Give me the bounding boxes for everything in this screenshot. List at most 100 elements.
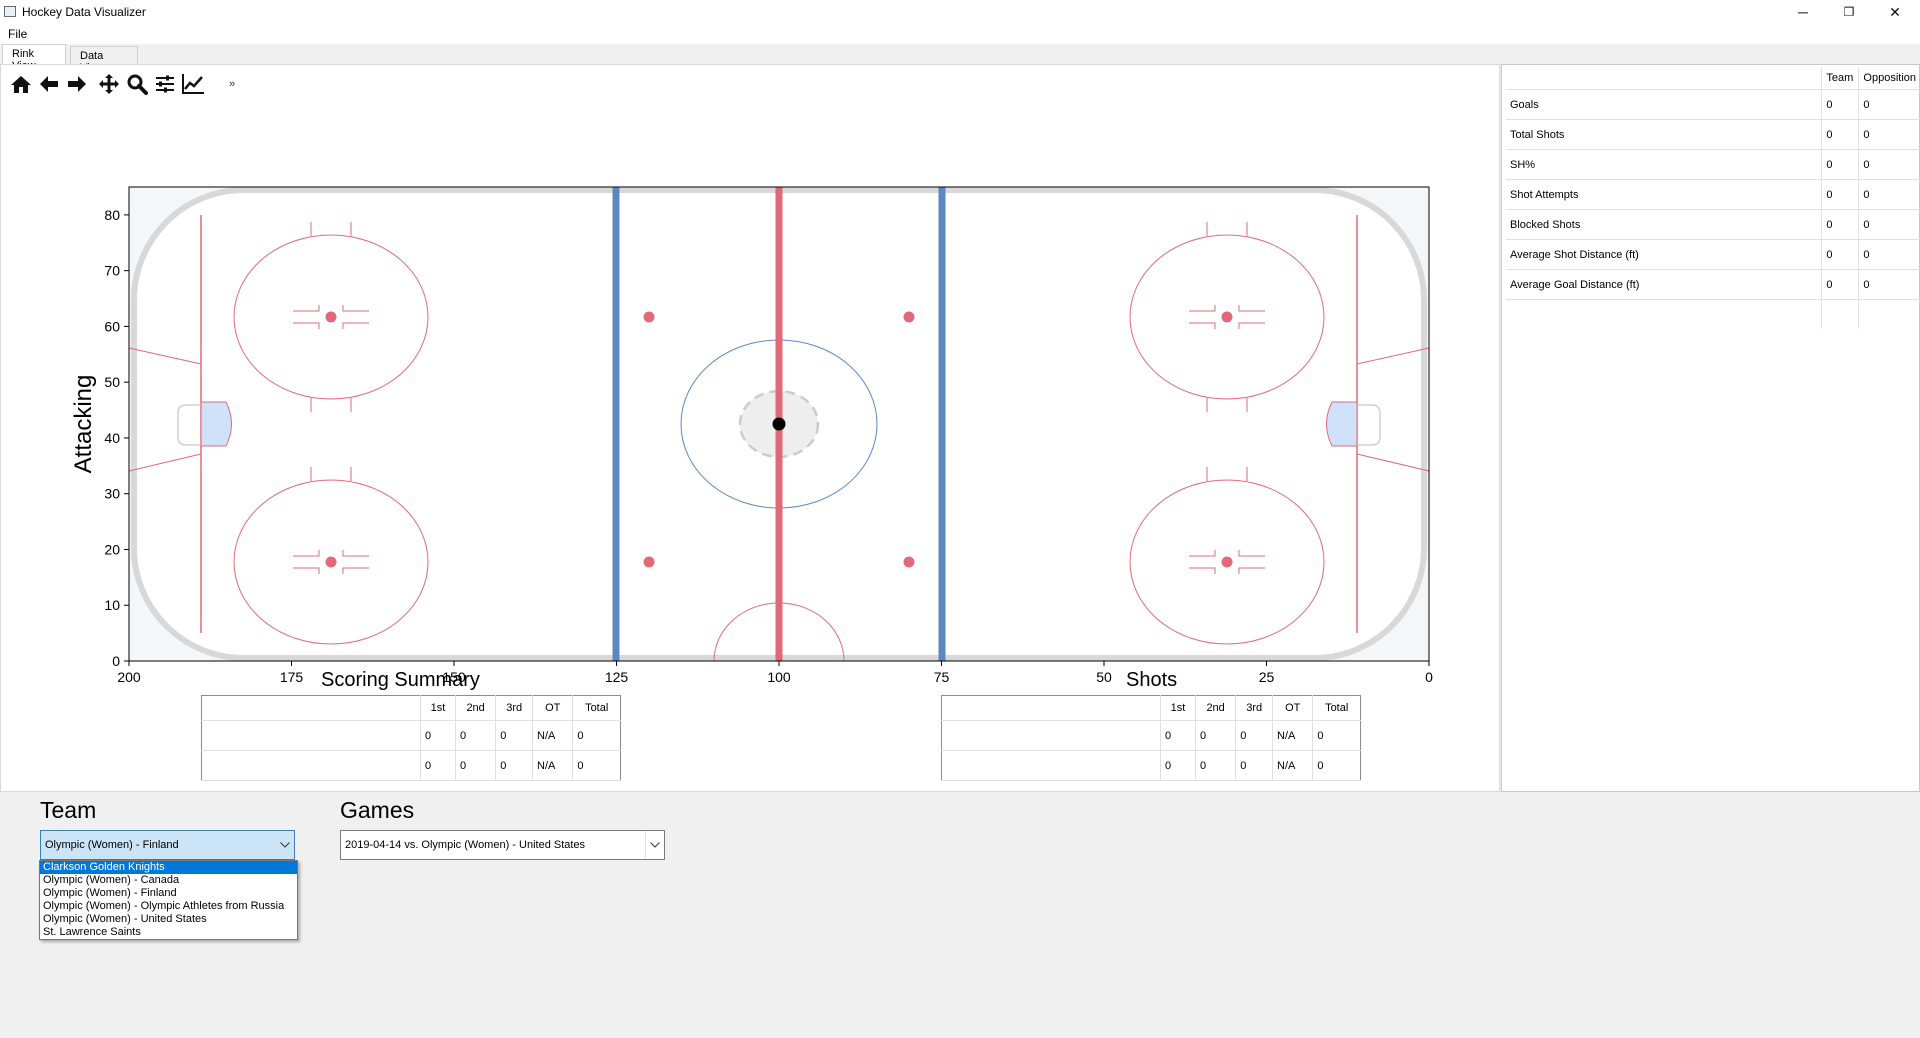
y-tick-label: 0 bbox=[112, 653, 120, 669]
configure-subplots-icon[interactable] bbox=[151, 71, 179, 97]
maximize-button[interactable]: ❐ bbox=[1843, 5, 1855, 19]
left-goal-net bbox=[177, 404, 201, 446]
summary-header-cell: 3rd bbox=[1235, 695, 1273, 721]
stats-team-value: 0 bbox=[1821, 89, 1859, 120]
summary-cell: 0 bbox=[1160, 720, 1196, 751]
summary-header-cell bbox=[941, 695, 1161, 721]
stats-team-value: 0 bbox=[1821, 209, 1859, 240]
summary-cell bbox=[941, 720, 1161, 751]
summary-header-row: 1st 2nd 3rd OT Total bbox=[941, 695, 1361, 721]
close-button[interactable]: ✕ bbox=[1889, 3, 1901, 20]
x-axis: 200 175 150 125 100 75 50 25 0 bbox=[117, 661, 1433, 685]
summary-cell: 0 bbox=[1312, 720, 1361, 751]
stats-row: Average Shot Distance (ft) 0 0 bbox=[1506, 239, 1920, 270]
toolbar-overflow-button[interactable]: » bbox=[229, 78, 236, 90]
faceoff-circle-bottom-left bbox=[233, 467, 429, 645]
zoom-icon[interactable] bbox=[123, 71, 151, 97]
x-tick-label: 75 bbox=[934, 669, 950, 685]
team-dropdown-list[interactable]: Clarkson Golden Knights Olympic (Women) -… bbox=[39, 860, 298, 940]
games-label: Games bbox=[340, 797, 415, 823]
y-tick-label: 40 bbox=[104, 430, 120, 446]
stats-row: Shot Attempts 0 0 bbox=[1506, 179, 1920, 210]
summary-header-cell: 3rd bbox=[495, 695, 533, 721]
rink-view-pane: » bbox=[0, 64, 1500, 792]
summary-cell: 0 bbox=[1194, 750, 1236, 781]
y-tick-label: 60 bbox=[104, 318, 120, 334]
stats-row: Goals 0 0 bbox=[1506, 89, 1920, 120]
left-trapezoid bbox=[128, 347, 202, 472]
summary-header-cell: OT bbox=[1272, 695, 1313, 721]
y-axis: 0 10 20 30 40 50 60 70 80 bbox=[104, 207, 129, 669]
summary-header-cell: 1st bbox=[420, 695, 456, 721]
faceoff-circle-top-left bbox=[233, 222, 429, 412]
pan-icon[interactable] bbox=[95, 71, 123, 97]
y-tick-label: 10 bbox=[104, 597, 120, 613]
summary-cell: N/A bbox=[532, 720, 573, 751]
team-option[interactable]: St. Lawrence Saints bbox=[43, 926, 141, 938]
edit-axis-icon[interactable] bbox=[179, 71, 207, 97]
stats-team-value: 0 bbox=[1821, 239, 1859, 270]
scoring-summary-title: Scoring Summary bbox=[321, 669, 480, 691]
plot-toolbar: » bbox=[7, 71, 235, 97]
stats-opposition-value: 0 bbox=[1858, 239, 1920, 270]
summary-row: 0 0 0 N/A 0 bbox=[201, 750, 621, 781]
stats-header-cell: Team bbox=[1821, 67, 1859, 90]
team-option[interactable]: Olympic (Women) - Finland bbox=[43, 887, 177, 899]
stats-opposition-value: 0 bbox=[1858, 149, 1920, 180]
faceoff-circle-bottom-right bbox=[1129, 467, 1325, 645]
summary-header-cell: OT bbox=[532, 695, 573, 721]
x-tick-label: 25 bbox=[1259, 669, 1275, 685]
team-select-value: Olympic (Women) - Finland bbox=[45, 839, 179, 851]
tab-data-view[interactable]: Data View bbox=[70, 46, 138, 74]
right-goal-net bbox=[1357, 404, 1381, 446]
stats-header-row: Team Opposition bbox=[1506, 67, 1920, 90]
forward-arrow-icon[interactable] bbox=[63, 71, 91, 97]
team-select[interactable]: Olympic (Women) - Finland bbox=[40, 830, 295, 860]
team-option[interactable]: Olympic (Women) - United States bbox=[43, 913, 207, 925]
games-select-value: 2019-04-14 vs. Olympic (Women) - United … bbox=[345, 839, 586, 851]
team-option[interactable]: Olympic (Women) - Canada bbox=[43, 874, 180, 886]
scoring-summary-table: 1st 2nd 3rd OT Total 0 0 0 N/A 0 0 0 0 N/A 0 bbox=[201, 695, 621, 781]
stats-team-value: 0 bbox=[1821, 269, 1859, 300]
center-faceoff-dot bbox=[772, 417, 786, 431]
neutral-faceoff-dot bbox=[643, 311, 655, 323]
x-tick-label: 125 bbox=[605, 669, 629, 685]
home-icon[interactable] bbox=[7, 71, 35, 97]
stats-table: Team Opposition Goals 0 0 Total Shots 0 0 SH% 0 0 S… bbox=[1506, 67, 1920, 329]
stats-opposition-value: 0 bbox=[1858, 89, 1920, 120]
stats-team-value: 0 bbox=[1821, 179, 1859, 210]
stats-row-label: Shot Attempts bbox=[1506, 179, 1822, 210]
right-trapezoid bbox=[1356, 347, 1430, 472]
left-goal-crease bbox=[200, 401, 232, 447]
games-select[interactable]: 2019-04-14 vs. Olympic (Women) - United … bbox=[340, 830, 665, 860]
tab-rink-view[interactable]: Rink View bbox=[2, 44, 66, 72]
summary-cell bbox=[941, 750, 1161, 781]
summary-cell: N/A bbox=[532, 750, 573, 781]
back-arrow-icon[interactable] bbox=[35, 71, 63, 97]
chevron-down-icon[interactable] bbox=[645, 831, 664, 859]
stats-row-label: Average Shot Distance (ft) bbox=[1506, 239, 1822, 270]
summary-cell: 0 bbox=[1194, 720, 1236, 751]
team-option[interactable]: Clarkson Golden Knights bbox=[40, 861, 297, 874]
chevron-down-icon[interactable] bbox=[276, 831, 294, 859]
title-bar: Hockey Data Visualizer ─ ❐ ✕ bbox=[0, 0, 1920, 24]
minimize-button[interactable]: ─ bbox=[1798, 4, 1808, 20]
summary-header-cell bbox=[201, 695, 421, 721]
summary-cell: N/A bbox=[1272, 750, 1313, 781]
team-option[interactable]: Olympic (Women) - Olympic Athletes from … bbox=[43, 900, 285, 912]
summary-header-cell: 1st bbox=[1160, 695, 1196, 721]
summary-cell: N/A bbox=[1272, 720, 1313, 751]
summary-cell bbox=[201, 720, 421, 751]
stats-row-label: SH% bbox=[1506, 149, 1822, 180]
file-menu[interactable]: File bbox=[8, 27, 28, 41]
summary-header-row: 1st 2nd 3rd OT Total bbox=[201, 695, 621, 721]
summary-cell: 0 bbox=[495, 750, 533, 781]
window-title: Hockey Data Visualizer bbox=[22, 5, 146, 19]
stats-header-cell bbox=[1506, 67, 1822, 90]
rink-plot[interactable]: 200 175 150 125 100 75 50 25 0 0 10 20 30 40 50 60 70 80… bbox=[1, 115, 1441, 695]
stats-row: Blocked Shots 0 0 bbox=[1506, 209, 1920, 240]
summary-header-cell: 2nd bbox=[1194, 695, 1236, 721]
stats-header-cell: Opposition bbox=[1858, 67, 1920, 90]
y-tick-label: 80 bbox=[104, 207, 120, 223]
summary-row: 0 0 0 N/A 0 bbox=[941, 750, 1361, 781]
